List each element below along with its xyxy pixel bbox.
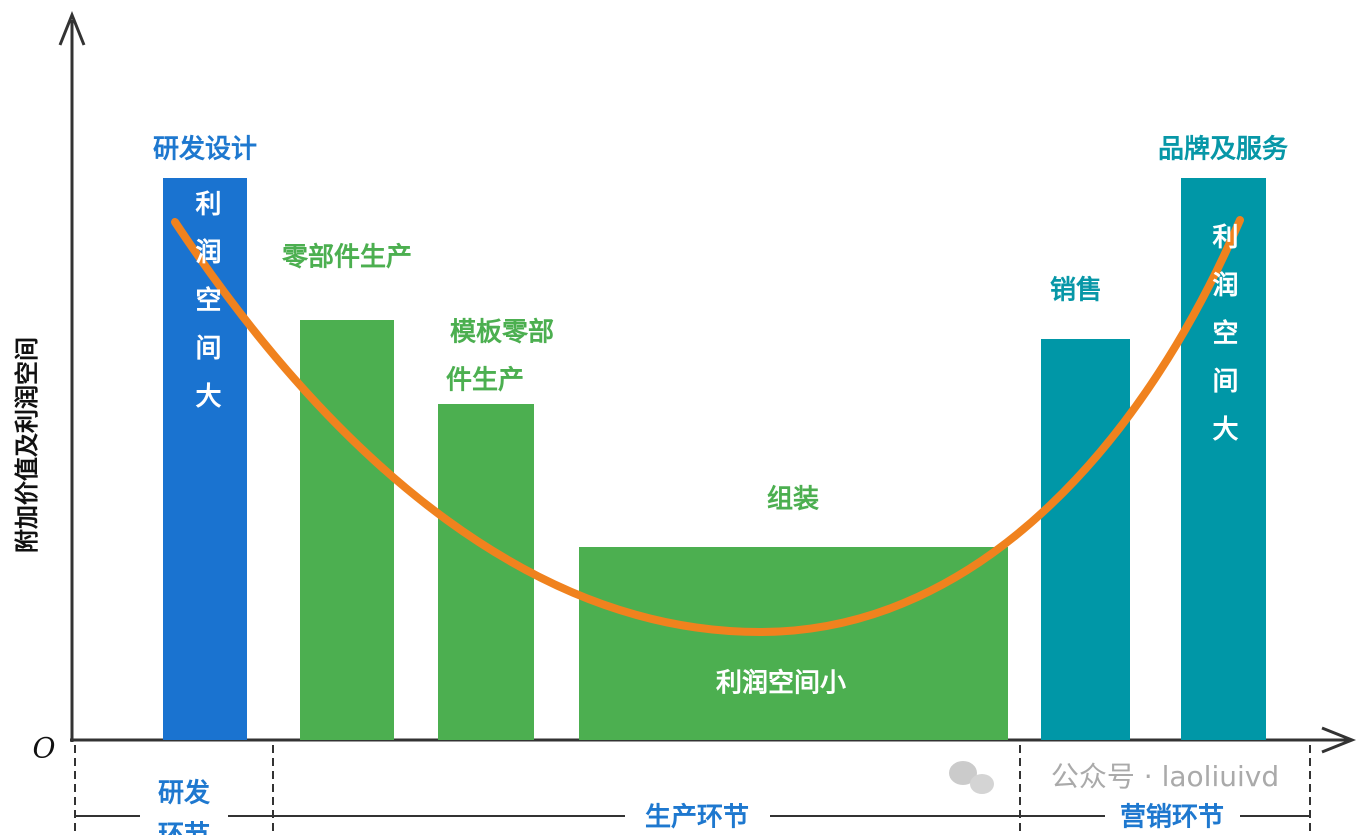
bar (579, 547, 1008, 740)
bar (438, 404, 534, 740)
phase-label: 营销环节 (1120, 803, 1224, 833)
bar (1041, 339, 1130, 740)
y-axis-label: 附加价值及利润空间 (13, 337, 41, 553)
phase-label: 研发 (158, 778, 210, 809)
stage-label: 零部件生产 (282, 243, 412, 273)
bar-text: 利润空间小 (716, 668, 846, 699)
stage-label: 研发设计 (153, 134, 257, 165)
bar-text: 利润空间大 (1208, 223, 1238, 463)
bar-text: 利润空间大 (191, 190, 221, 430)
x-arrow (1321, 726, 1357, 754)
bar (300, 320, 394, 740)
stage-label: 件生产 (446, 366, 524, 396)
stage-label: 品牌及服务 (1158, 134, 1288, 165)
phase-label: 环节 (158, 821, 210, 835)
smile-curve (171, 216, 1244, 637)
phase-label: 生产环节 (645, 803, 749, 833)
phase-dividers (74, 745, 1311, 835)
bar (1181, 178, 1266, 740)
y-arrow (58, 10, 86, 46)
watermark: 公众号 · laoliuivd (1051, 760, 1279, 793)
stage-label: 组装 (767, 484, 819, 515)
origin: O (33, 732, 56, 765)
stage-label: 模板零部 (450, 318, 554, 348)
watermark-icon (949, 761, 994, 794)
stage-label: 销售 (1050, 275, 1102, 306)
